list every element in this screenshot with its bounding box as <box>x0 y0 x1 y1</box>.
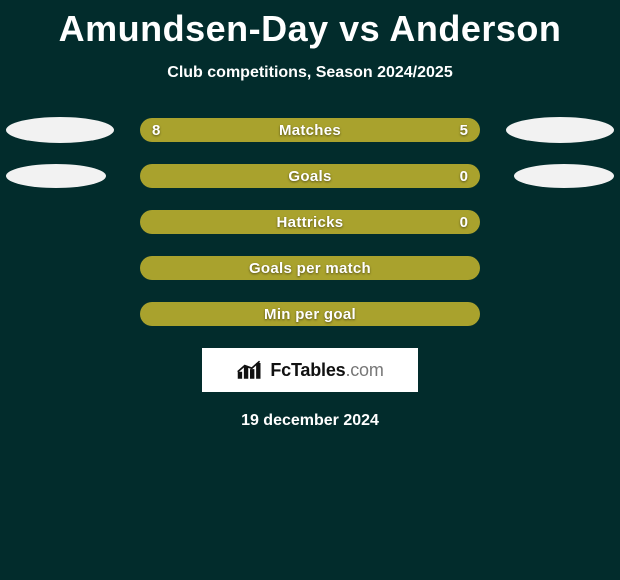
logo-brand: FcTables <box>270 360 345 380</box>
stat-row: Min per goal <box>0 300 620 328</box>
player-left-ellipse <box>6 164 106 188</box>
stat-row: Hattricks0 <box>0 208 620 236</box>
stat-bar: Matches8 5 <box>140 118 480 142</box>
logo-suffix: .com <box>345 360 383 380</box>
player-right-ellipse <box>506 117 614 143</box>
stat-label: Matches <box>140 118 480 142</box>
stat-bar: Goals0 <box>140 164 480 188</box>
stat-value-left: 8 <box>140 118 172 142</box>
page-date: 19 december 2024 <box>0 412 620 430</box>
stat-value-right: 0 <box>448 210 480 234</box>
player-right-ellipse <box>514 164 614 188</box>
stat-value-right: 5 <box>448 118 480 142</box>
stat-rows: Matches85Goals0Hattricks0Goals per match… <box>0 116 620 328</box>
stat-label: Hattricks <box>140 210 480 234</box>
logo-box: FcTables.com <box>202 348 418 392</box>
stat-label: Min per goal <box>140 302 480 326</box>
stat-bar: Goals per match <box>140 256 480 280</box>
page-title: Amundsen-Day vs Anderson <box>0 0 620 50</box>
stat-bar: Hattricks0 <box>140 210 480 234</box>
bar-chart-icon <box>236 359 264 381</box>
stat-row: Goals0 <box>0 162 620 190</box>
stat-row: Goals per match <box>0 254 620 282</box>
stat-value-right: 0 <box>448 164 480 188</box>
stat-row: Matches8 5 <box>0 116 620 144</box>
logo-text: FcTables.com <box>270 360 383 381</box>
player-left-ellipse <box>6 117 114 143</box>
stat-label: Goals per match <box>140 256 480 280</box>
stat-bar: Min per goal <box>140 302 480 326</box>
stat-label: Goals <box>140 164 480 188</box>
page-subtitle: Club competitions, Season 2024/2025 <box>0 64 620 82</box>
